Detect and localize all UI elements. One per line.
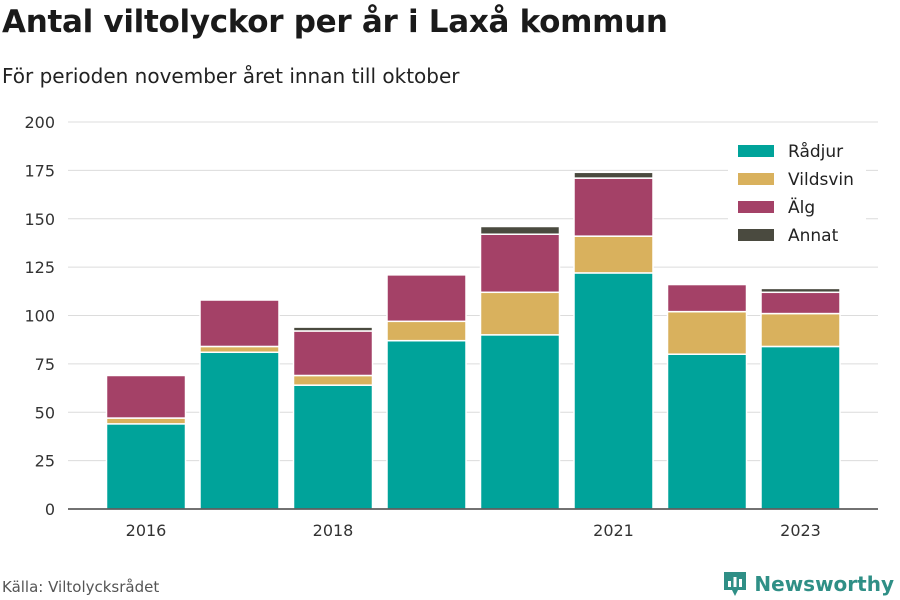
bar-segment	[666, 353, 748, 510]
bars	[105, 171, 841, 510]
y-tick-label: 175	[24, 161, 55, 180]
legend-swatch	[738, 201, 774, 213]
x-tick-label: 2021	[593, 521, 634, 540]
bar-segment	[292, 326, 374, 332]
legend-swatch	[738, 229, 774, 241]
bar-segment	[292, 384, 374, 510]
bar-segment	[386, 274, 467, 323]
y-tick-label: 125	[24, 258, 55, 277]
bar-segment	[666, 310, 748, 355]
bar-segment	[199, 299, 280, 348]
bar-segment	[479, 334, 561, 510]
x-tick-label: 2023	[780, 521, 821, 540]
y-tick-label: 0	[45, 500, 55, 519]
legend-label: Annat	[788, 226, 839, 246]
x-axis: 2016 2018 2021 2023	[68, 508, 878, 540]
bar-segment	[105, 423, 187, 510]
bar-segment	[105, 374, 187, 419]
legend-label: Vildsvin	[788, 170, 854, 190]
x-tick-label: 2018	[313, 521, 354, 540]
y-tick-label: 25	[35, 452, 55, 471]
bar-segment	[386, 320, 467, 342]
bar-segment	[573, 171, 654, 179]
legend-swatch	[738, 145, 774, 157]
bar-segment	[573, 177, 654, 237]
y-tick-label: 50	[35, 403, 55, 422]
y-axis-ticks: 0 25 50 75 100 125 150 175 200	[24, 113, 55, 519]
bar-segment	[760, 312, 841, 348]
bar-segment	[760, 345, 841, 510]
bar-segment	[479, 291, 561, 336]
newsworthy-logo-icon	[724, 572, 747, 596]
x-tick-label: 2016	[126, 521, 167, 540]
bar-segment	[292, 330, 374, 377]
bar-segment	[760, 291, 841, 315]
y-tick-label: 150	[24, 210, 55, 229]
bar-segment	[760, 287, 841, 294]
bar-segment	[573, 235, 654, 274]
legend-swatch	[738, 173, 774, 185]
y-tick-label: 100	[24, 307, 55, 326]
legend: Rådjur Vildsvin Älg Annat	[728, 136, 866, 252]
chart-subtitle: För perioden november året innan till ok…	[2, 64, 460, 88]
brand-name: Newsworthy	[754, 572, 894, 596]
bar-segment	[105, 417, 187, 425]
y-tick-label: 200	[24, 113, 55, 132]
legend-label: Rådjur	[788, 141, 843, 162]
source-note: Källa: Viltolycksrådet	[2, 578, 160, 596]
bar-segment	[479, 225, 561, 235]
y-tick-label: 75	[35, 355, 55, 374]
brand-logo: Newsworthy	[722, 570, 894, 598]
bar-segment	[479, 233, 561, 294]
chart-title: Antal viltolyckor per år i Laxå kommun	[2, 4, 668, 40]
legend-label: Älg	[788, 197, 815, 218]
bar-segment	[199, 351, 280, 510]
bar-segment	[666, 283, 748, 313]
bar-segment	[573, 272, 654, 510]
bar-segment	[292, 374, 374, 386]
bar-segment	[199, 345, 280, 354]
bar-segment	[386, 339, 467, 510]
